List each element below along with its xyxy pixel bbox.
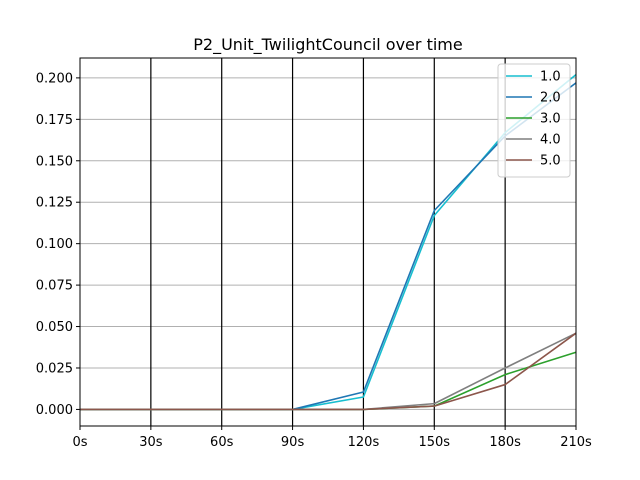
x-tick-label: 120s <box>348 435 380 450</box>
x-tick-label: 210s <box>560 435 592 450</box>
plot-frame <box>79 57 577 427</box>
x-tick-label: 60s <box>210 435 234 450</box>
y-tick-label: 0.075 <box>36 279 73 294</box>
legend-label: 1.0 <box>540 70 561 85</box>
x-tick-label: 150s <box>418 435 450 450</box>
y-tick-label: 0.150 <box>36 154 73 169</box>
y-tick-label: 0.025 <box>36 361 73 376</box>
x-tick-label: 30s <box>139 435 163 450</box>
vertical-lines-layer <box>150 58 506 426</box>
y-tick-label: 0.100 <box>36 237 73 252</box>
x-tick-label: 180s <box>489 435 521 450</box>
y-tick-label: 0.000 <box>36 403 73 418</box>
series-line-5.0 <box>80 332 577 411</box>
legend-box <box>497 63 571 178</box>
grid-layer <box>80 77 576 410</box>
series-layer <box>80 73 577 411</box>
legend-label: 5.0 <box>540 154 561 169</box>
legend-label: 4.0 <box>540 133 561 148</box>
legend-label: 3.0 <box>540 112 561 127</box>
x-tick-label: 90s <box>281 435 305 450</box>
x-axis: 0s 30s 60s 90s 120s 150s 180s 210s <box>72 426 592 450</box>
y-tick-label: 0.200 <box>36 71 73 86</box>
y-tick-label: 0.050 <box>36 320 73 335</box>
y-tick-label: 0.175 <box>36 113 73 128</box>
legend-label: 2.0 <box>540 91 561 106</box>
chart-title: P2_Unit_TwilightCouncil over time <box>193 35 462 55</box>
series-line-4.0 <box>80 332 577 411</box>
y-tick-label: 0.125 <box>36 196 73 211</box>
legend: 1.0 2.0 3.0 4.0 5.0 <box>497 63 571 178</box>
x-tick-label: 0s <box>72 435 87 450</box>
y-axis: 0.000 0.025 0.050 0.075 0.100 0.125 0.150 0.175… <box>36 71 80 418</box>
